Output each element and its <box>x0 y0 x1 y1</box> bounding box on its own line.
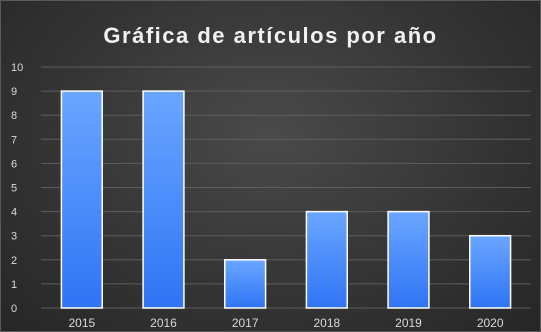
x-tick-label: 2017 <box>232 316 259 330</box>
x-tick-label: 2018 <box>313 316 340 330</box>
chart-title: Gráfica de artículos por año <box>103 23 438 48</box>
y-tick-label: 0 <box>11 303 17 315</box>
y-tick-label: 3 <box>11 231 17 243</box>
bars <box>60 90 512 309</box>
y-tick-label: 8 <box>11 110 17 122</box>
bar-2016 <box>142 90 185 309</box>
y-tick-label: 4 <box>11 207 17 219</box>
y-tick-label: 2 <box>11 255 17 267</box>
bar-2015 <box>60 90 103 309</box>
y-tick-label: 10 <box>11 62 23 74</box>
bar-2017 <box>224 259 267 309</box>
x-tick-label: 2016 <box>150 316 177 330</box>
y-tick-label: 1 <box>11 279 17 291</box>
grid-layer <box>41 66 531 309</box>
bar-2018 <box>305 210 348 309</box>
y-axis-ticks: 0 1 2 3 4 5 6 7 8 9 10 <box>11 62 23 315</box>
bar-2020 <box>469 234 512 309</box>
x-tick-label: 2019 <box>395 316 422 330</box>
y-tick-label: 7 <box>11 134 17 146</box>
y-tick-label: 9 <box>11 86 17 98</box>
y-tick-label: 6 <box>11 158 17 170</box>
bar-2019 <box>387 210 430 309</box>
x-tick-label: 2020 <box>477 316 504 330</box>
x-axis-labels: 2015 2016 2017 2018 2019 2020 <box>68 316 503 330</box>
y-tick-label: 5 <box>11 183 17 195</box>
x-tick-label: 2015 <box>68 316 95 330</box>
